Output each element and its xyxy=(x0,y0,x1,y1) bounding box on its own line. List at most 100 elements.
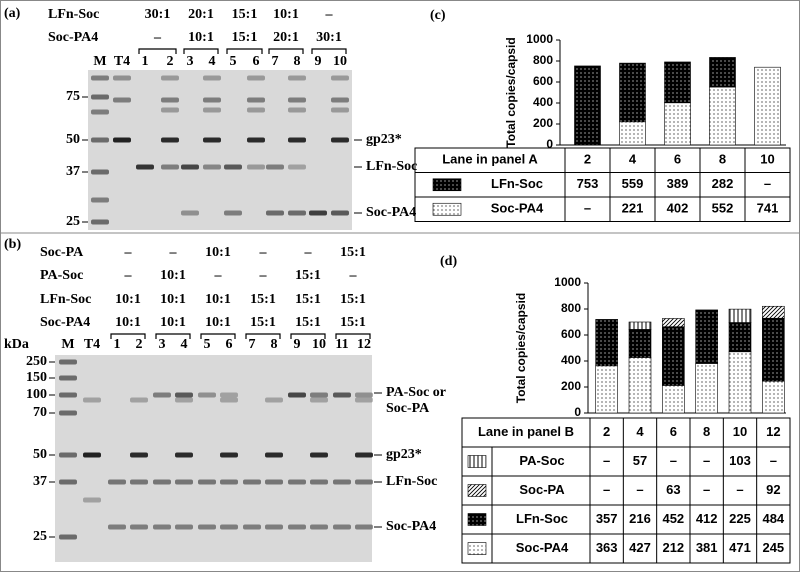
gel-band xyxy=(310,452,328,458)
table-value: – xyxy=(636,482,643,497)
table-category: 12 xyxy=(766,424,780,439)
bar-segment xyxy=(728,322,752,353)
condition-name: LFn-Soc xyxy=(40,292,91,307)
table-value: 212 xyxy=(662,540,684,555)
legend-swatch xyxy=(467,542,487,555)
condition-value: 20:1 xyxy=(273,30,299,45)
lane-label: 3 xyxy=(187,54,194,69)
bar-segment xyxy=(762,380,785,414)
condition-value: 10:1 xyxy=(188,30,214,45)
table-value: – xyxy=(764,176,771,191)
gel-band xyxy=(130,397,148,403)
bar-segment xyxy=(662,326,685,386)
condition-value: 15:1 xyxy=(295,292,321,307)
condition-value: 15:1 xyxy=(250,292,276,307)
lane-label: 10 xyxy=(333,54,347,69)
bar-segment xyxy=(695,309,718,364)
legend-label: LFn-Soc xyxy=(516,511,568,526)
table-value: 357 xyxy=(596,511,618,526)
gel-band xyxy=(198,392,216,398)
gel-band xyxy=(130,452,148,458)
table-value: 57 xyxy=(633,453,647,468)
data-table xyxy=(461,417,791,564)
band-label: Soc-PA4 xyxy=(366,205,416,220)
gel-band xyxy=(161,137,179,143)
condition-value: 15:1 xyxy=(295,315,321,330)
bar-segment xyxy=(595,365,618,414)
legend-swatch xyxy=(467,455,487,468)
table-value: 216 xyxy=(629,511,651,526)
gel-band xyxy=(220,479,238,485)
y-tick-label: 0 xyxy=(574,405,581,419)
condition-value: – xyxy=(153,30,162,45)
table-value: 427 xyxy=(629,540,651,555)
lane-label: 6 xyxy=(226,337,233,352)
table-value: – xyxy=(736,482,743,497)
table-value: 92 xyxy=(766,482,780,497)
gel-band xyxy=(181,164,199,170)
gel-band xyxy=(247,97,265,103)
mw-marker: 25 xyxy=(33,529,47,544)
lane-label: 6 xyxy=(253,54,260,69)
gel-band xyxy=(288,524,306,530)
gel-band xyxy=(333,524,351,530)
lane-label: 4 xyxy=(181,337,188,352)
lane-bracket xyxy=(290,333,326,339)
gel-band xyxy=(59,452,77,458)
gel-band xyxy=(265,452,283,458)
lane-bracket xyxy=(200,333,236,339)
table-value: 753 xyxy=(577,176,599,191)
gel-band xyxy=(331,210,349,216)
bar-segment xyxy=(595,319,618,367)
gel-band xyxy=(59,359,77,365)
gel-band xyxy=(220,524,238,530)
table-category: 6 xyxy=(674,152,681,167)
bar-segment xyxy=(619,62,646,123)
condition-value: – xyxy=(349,268,358,283)
gel-band xyxy=(161,164,179,170)
condition-value: 10:1 xyxy=(205,292,231,307)
gel-band xyxy=(91,197,109,203)
table-header: Lane in panel A xyxy=(442,152,538,167)
gel-band xyxy=(355,524,373,530)
gel-band xyxy=(243,479,261,485)
table-value: 452 xyxy=(662,511,684,526)
condition-value: 30:1 xyxy=(316,30,342,45)
gel-band xyxy=(288,164,306,170)
bar-segment xyxy=(728,351,752,414)
condition-value: – xyxy=(259,268,268,283)
legend-swatch xyxy=(432,178,462,192)
table-value: 552 xyxy=(712,201,734,216)
y-tick-label: 1000 xyxy=(554,275,581,289)
condition-value: 10:1 xyxy=(160,292,186,307)
mw-marker: 70 xyxy=(33,405,47,420)
gel-band xyxy=(203,107,221,113)
condition-value: – xyxy=(259,245,268,260)
lane-bracket xyxy=(155,333,191,339)
y-tick-label: 200 xyxy=(533,116,553,130)
panel-label: (a) xyxy=(4,6,21,21)
gel-band xyxy=(355,479,373,485)
gel-band xyxy=(220,452,238,458)
legend-label: Soc-PA xyxy=(519,482,565,497)
lane-label: 2 xyxy=(167,54,174,69)
mw-marker: 50 xyxy=(33,447,47,462)
gel-band xyxy=(108,479,126,485)
table-category: 4 xyxy=(629,152,637,167)
y-tick-label: 200 xyxy=(561,379,581,393)
gel-band xyxy=(331,75,349,81)
bar-segment xyxy=(754,66,781,146)
condition-name: LFn-Soc xyxy=(48,7,99,22)
lane-bracket xyxy=(311,48,347,54)
panel-label: (d) xyxy=(440,254,457,269)
condition-value: – xyxy=(124,268,133,283)
y-tick-label: 0 xyxy=(546,137,553,151)
y-tick-label: 400 xyxy=(533,95,553,109)
lane-label: M xyxy=(61,337,74,352)
gel-band xyxy=(224,210,242,216)
bar-segment xyxy=(662,385,685,414)
gel-band xyxy=(203,75,221,81)
gel-band xyxy=(91,169,109,175)
bar-segment xyxy=(664,102,691,146)
